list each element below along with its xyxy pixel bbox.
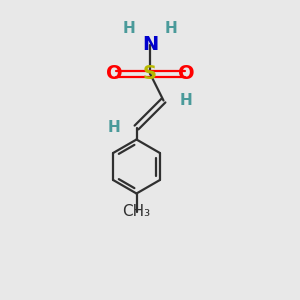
Text: H: H [165,21,177,36]
Text: O: O [178,64,194,83]
Text: N: N [142,35,158,55]
Text: CH₃: CH₃ [122,204,151,219]
Text: H: H [123,21,135,36]
Text: O: O [106,64,122,83]
Text: S: S [143,64,157,83]
Text: H: H [108,120,120,135]
Text: H: H [180,93,192,108]
